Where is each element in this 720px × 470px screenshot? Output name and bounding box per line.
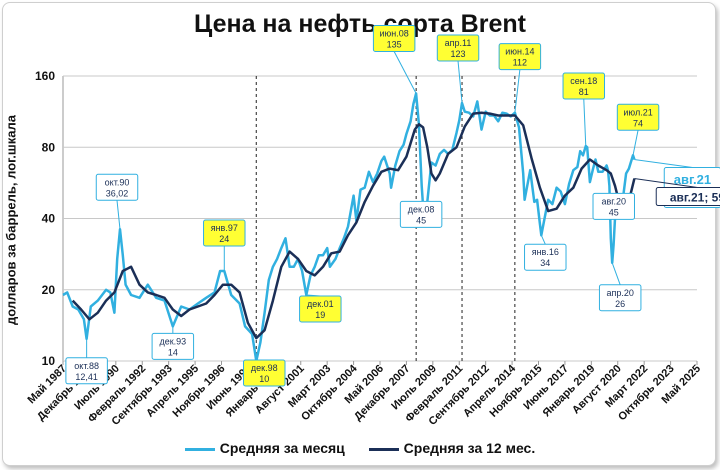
callout-pointer — [611, 262, 621, 285]
callout-box — [372, 24, 416, 52]
callout-text: 12,41 — [75, 372, 98, 382]
legend: Средняя за месяц Средняя за 12 мес. — [0, 440, 720, 456]
callout-box — [151, 332, 195, 360]
callout-text: 112 — [513, 58, 527, 68]
callout-pointer — [540, 235, 546, 245]
callout-text: окт.88 — [74, 361, 99, 371]
legend-swatch-annual — [368, 447, 399, 451]
y-tick-label: 80 — [42, 140, 56, 154]
callout-pointer — [583, 98, 587, 146]
callout-text: авг.20 — [602, 196, 626, 206]
callout-text: июн.14 — [505, 47, 534, 57]
y-tick-label: 40 — [42, 212, 56, 226]
callout-box — [203, 219, 246, 247]
callout-text: 10 — [259, 374, 269, 384]
callout-text: янв.16 — [532, 247, 559, 257]
callout-text: июн.08 — [380, 28, 409, 38]
callout-box — [498, 43, 542, 71]
legend-label-monthly: Средняя за месяц — [219, 440, 345, 456]
callout-text: 74 — [633, 118, 643, 128]
callout-pointer — [632, 130, 639, 156]
callout-text: дек.98 — [251, 363, 278, 373]
callout-pointer — [634, 159, 693, 169]
callout-text: сен.18 — [570, 76, 597, 86]
series-lines — [62, 92, 636, 363]
y-tick-label: 20 — [42, 283, 56, 297]
callout-text: янв.97 — [211, 223, 238, 233]
annotation-callout: авг.21; 59 — [634, 178, 720, 207]
y-tick-label: 160 — [35, 69, 55, 83]
y-tick-label: 10 — [42, 354, 56, 368]
legend-swatch-monthly — [184, 447, 215, 451]
callout-text: июл.21 — [623, 107, 652, 117]
callout-text: 45 — [609, 207, 619, 217]
chart-title: Цена на нефть сорта Brent — [194, 10, 526, 38]
callout-text: апр.20 — [606, 288, 633, 298]
legend-item-annual: Средняя за 12 мес. — [368, 440, 536, 456]
callout-box — [616, 103, 660, 131]
callout-text: 123 — [451, 49, 466, 59]
callout-box — [655, 187, 720, 207]
callout-pointer — [514, 69, 521, 113]
callout-text: апр.11 — [445, 38, 472, 48]
callout-text: дек.93 — [159, 336, 186, 346]
legend-item-monthly: Средняя за месяц — [184, 440, 345, 456]
callout-text: 26 — [615, 299, 625, 309]
callout-text: 14 — [168, 347, 178, 357]
series-line-annual — [71, 111, 636, 340]
callout-box — [598, 284, 642, 312]
callout-pointer — [393, 51, 417, 94]
callout-box — [592, 192, 635, 220]
callout-box — [562, 72, 606, 100]
callout-text: дек.01 — [307, 299, 334, 309]
callout-box — [436, 34, 480, 62]
series-line-monthly — [62, 92, 636, 363]
callout-text: 81 — [579, 87, 589, 97]
callout-text: окт.90 — [105, 177, 130, 187]
callout-box — [65, 357, 108, 385]
callout-box — [95, 173, 139, 201]
callout-text: 24 — [219, 234, 229, 244]
callout-text: авг.21 — [674, 172, 711, 187]
callout-box — [524, 243, 567, 271]
callout-pointer — [634, 178, 698, 189]
callout-box — [243, 359, 286, 387]
callout-pointer — [457, 60, 463, 104]
callout-text: 36,02 — [106, 188, 129, 198]
callout-text: 19 — [315, 310, 325, 320]
callout-text: 135 — [387, 39, 402, 49]
legend-label-annual: Средняя за 12 мес. — [403, 440, 536, 456]
callout-text: 45 — [416, 215, 426, 225]
callout-text: авг.21; 59 — [670, 191, 720, 205]
callout-pointer — [116, 200, 121, 230]
callout-box — [299, 295, 342, 323]
y-ticks: 10 20 40 80 160 — [35, 69, 55, 368]
callout-box — [399, 200, 443, 228]
callout-text: 34 — [540, 258, 550, 268]
callout-text: дек.08 — [408, 204, 435, 214]
